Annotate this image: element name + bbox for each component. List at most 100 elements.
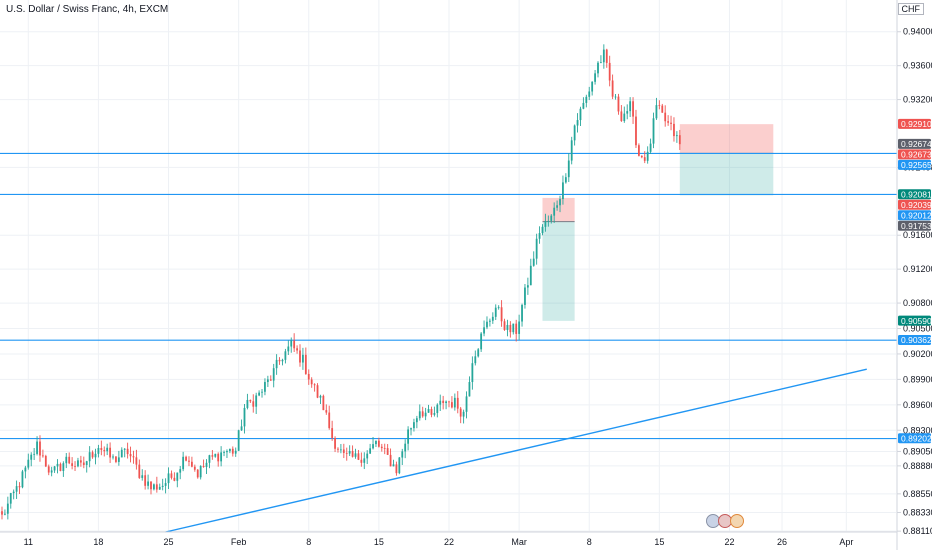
candle-body [284,351,287,360]
candle-body [79,460,82,463]
candle-body [214,453,217,457]
candle-body [632,101,634,117]
candle-body [258,392,261,396]
candle-body [640,155,643,158]
candle-body [185,456,187,461]
candle-body [173,477,176,481]
candle-body [383,448,386,449]
candle-body [6,503,9,514]
candle-body [53,466,56,471]
candle-body [401,451,404,458]
candle-body [351,451,354,457]
candle-body [287,346,290,352]
candle-body [380,446,383,449]
short-position-target-zone[interactable] [679,153,774,196]
candle-body [649,143,652,152]
candle-body [524,287,526,305]
time-tick-label: 22 [724,537,734,547]
candle-body [33,453,36,455]
candle-body [345,452,348,454]
candle-body [503,321,506,330]
candle-body [667,121,670,123]
candle-body [395,464,398,474]
candle-body [375,440,377,445]
candle-body [208,455,211,463]
candle-body [144,475,147,486]
short-position-stop-zone[interactable] [679,124,774,154]
candle-body [231,448,234,454]
candle-body [322,395,325,411]
candle-body [334,437,336,449]
price-tag-box [898,220,931,231]
candle-body [559,199,561,206]
candle-body [50,470,53,473]
candle-body [164,483,167,486]
price-tag-label: 0.92673 [901,150,932,160]
candle-body [643,157,646,161]
candle-body [339,449,342,451]
horizontal-lines [0,152,897,440]
time-tick-label: 15 [374,537,384,547]
candle-body [407,429,410,444]
candle-body [147,481,149,486]
position-tools [542,124,774,321]
candle-body [100,447,103,451]
trendline[interactable] [165,368,867,533]
price-tag-box [898,189,931,200]
candle-body [585,96,588,103]
long-position-target-zone[interactable] [542,221,575,321]
candle-body [430,409,433,415]
candle-body [188,460,190,462]
candle-body [112,456,114,458]
price-tag-box [898,159,931,170]
candle-body [167,473,170,484]
candle-body [82,462,85,465]
price-tag-label: 0.90590 [901,316,932,326]
candle-body [302,354,304,363]
candle-body [129,454,132,457]
candle-body [673,123,675,137]
price-tag-label: 0.92565 [901,160,932,170]
price-tag-label: 0.89202 [901,434,932,444]
long-position-stop-zone[interactable] [542,197,575,222]
candle-body [509,324,512,333]
candle-body [193,466,196,470]
candle-body [538,233,541,239]
candle-body [249,399,252,402]
candle-body [12,491,15,494]
candle-body [4,513,6,515]
candle-body [410,428,412,430]
candle-body [626,111,629,114]
candle-body [562,182,564,200]
candle-body [316,385,319,398]
candle-body [532,258,535,266]
candle-body [678,135,681,145]
candle-body [386,448,389,455]
price-tag-box [898,138,931,149]
candle-body [135,457,138,465]
candle-body [97,447,100,454]
candle-body [579,108,582,121]
candle-body [369,448,372,454]
candle-body [448,401,450,403]
economic-events-icon[interactable] [705,513,749,529]
candle-body [655,105,658,119]
candle-body [544,221,547,227]
candle-body [459,408,462,417]
candle-body [427,409,430,413]
candle-body [41,455,44,457]
candle-body [106,447,109,452]
candle-body [348,451,351,454]
candle-body [30,454,33,460]
candle-body [272,368,275,381]
candle-body [360,459,363,463]
currency-label[interactable]: CHF [897,3,924,15]
candle-body [9,493,12,504]
